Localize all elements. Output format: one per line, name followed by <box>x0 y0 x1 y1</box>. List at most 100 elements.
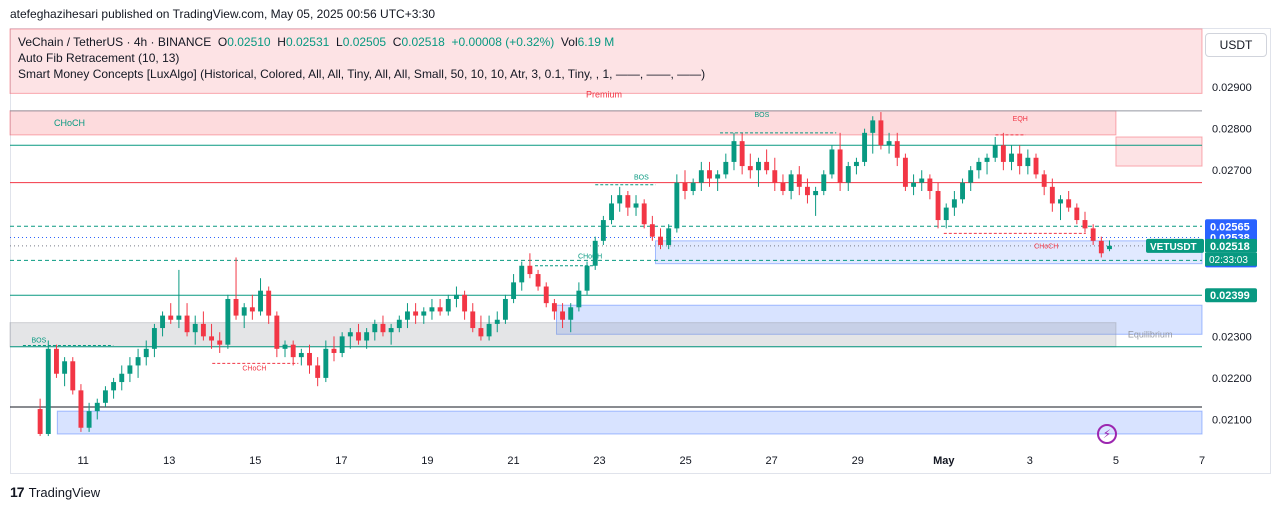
candle-body <box>233 298 239 316</box>
countdown-bg <box>1205 252 1257 266</box>
price-label-bg <box>1205 219 1257 234</box>
candle-body <box>331 348 337 353</box>
structure-label: CHoCH <box>242 365 266 372</box>
candle-body <box>837 149 843 183</box>
candle-body <box>894 141 900 158</box>
candle-body <box>804 186 810 196</box>
lightning-icon[interactable]: ⚡ <box>1097 424 1117 444</box>
candle-body <box>764 161 770 171</box>
candle-body <box>421 311 427 316</box>
candle-body <box>617 195 623 204</box>
candle-body <box>135 357 141 366</box>
candle-body <box>241 307 247 316</box>
publisher-line: atefeghazihesari published on TradingVie… <box>10 7 436 21</box>
candle-body <box>143 348 149 358</box>
candle-body <box>960 182 965 200</box>
countdown-label: 02:33:03 <box>1209 255 1248 266</box>
candle-body <box>723 161 729 175</box>
x-tick-label: 17 <box>335 455 347 467</box>
legend-low-label: L <box>336 35 343 49</box>
candle-body <box>470 311 476 329</box>
candle-body <box>886 141 892 146</box>
candle-body <box>625 195 631 208</box>
x-tick-label: May <box>933 455 955 467</box>
candle-body <box>217 340 223 345</box>
candle-body <box>127 365 133 374</box>
symbol-tag-bg <box>1146 238 1204 253</box>
y-tick-label: 0.02800 <box>1212 124 1252 136</box>
chart-frame <box>10 28 1271 474</box>
candle-body <box>1025 157 1031 167</box>
legend-volume-label: Vol <box>560 35 578 49</box>
candle-body <box>845 166 851 183</box>
y-tick-label: 0.02900 <box>1212 82 1252 94</box>
candle-body <box>690 182 696 191</box>
candle-body <box>1066 199 1072 208</box>
legend-volume-value: 6.19 M <box>577 35 615 49</box>
candle-body <box>584 265 590 291</box>
x-tick-label: 23 <box>593 455 605 467</box>
candle-body <box>502 298 508 320</box>
candle-body <box>94 402 100 412</box>
x-tick-label: 15 <box>249 455 261 467</box>
legend-high-value: 0.02531 <box>285 35 330 49</box>
candle-body <box>756 161 761 171</box>
candle-body <box>258 290 263 312</box>
candle-body <box>658 236 663 245</box>
candle-body <box>1009 153 1014 162</box>
candle-body <box>788 174 794 191</box>
x-tick-label: 5 <box>1113 455 1119 467</box>
candle-body <box>192 323 198 333</box>
candle-body <box>592 240 598 266</box>
candle-body <box>951 199 957 208</box>
legend-symbol[interactable]: VeChain / TetherUS · 4h · BINANCE <box>18 35 212 49</box>
legend-close-label: C <box>392 35 402 49</box>
candle-body <box>878 120 884 146</box>
footer-brand-name[interactable]: TradingView <box>28 484 101 500</box>
candle-body <box>347 332 353 337</box>
candle-body <box>911 182 917 187</box>
candle-body <box>396 319 402 329</box>
candle-body <box>151 328 157 349</box>
candle-body <box>870 120 876 133</box>
legend-indicator-smc[interactable]: Smart Money Concepts [LuxAlgo] (Historic… <box>18 67 706 81</box>
x-tick-label: 29 <box>852 455 864 467</box>
y-tick-label: 0.02300 <box>1212 331 1252 343</box>
legend-change: +0.00008 (+0.32%) <box>451 35 555 49</box>
candle-body <box>453 294 459 299</box>
candle-body <box>486 323 492 337</box>
candle-body <box>388 328 394 333</box>
candle-body <box>609 203 614 221</box>
price-label-bg <box>1205 238 1257 253</box>
candle-body <box>1041 174 1047 187</box>
candle-body <box>902 157 908 187</box>
structure-label: BOS <box>32 338 47 345</box>
candle-body <box>356 332 361 341</box>
candle-body <box>976 161 982 171</box>
candle-body <box>862 132 868 162</box>
candle-body <box>698 170 704 183</box>
footer-brand: 17 TradingView <box>10 484 100 500</box>
x-tick-label: 27 <box>766 455 778 467</box>
y-tick-label: 0.02700 <box>1212 165 1252 177</box>
candle-body <box>1049 186 1055 204</box>
candle-body <box>543 286 549 304</box>
candle-body <box>968 170 974 183</box>
candle-body <box>119 373 125 383</box>
legend-open-value: 0.02510 <box>227 35 271 49</box>
candle-body <box>209 336 214 341</box>
currency-unit-button[interactable]: USDT <box>1205 33 1267 57</box>
candle-body <box>86 411 92 428</box>
candle-body <box>796 174 802 187</box>
price-label: 0.02399 <box>1210 290 1250 302</box>
legend-indicator-fib[interactable]: Auto Fib Retracement (10, 13) <box>18 51 180 65</box>
candle-body <box>813 190 819 196</box>
x-tick-label: 25 <box>679 455 691 467</box>
candle-body <box>780 182 786 191</box>
price-label: 0.02518 <box>1210 241 1250 253</box>
candle-body <box>339 336 345 353</box>
candle-body <box>78 390 84 428</box>
candle-body <box>535 274 541 287</box>
zone-supply-ob-1 <box>9 110 1117 136</box>
